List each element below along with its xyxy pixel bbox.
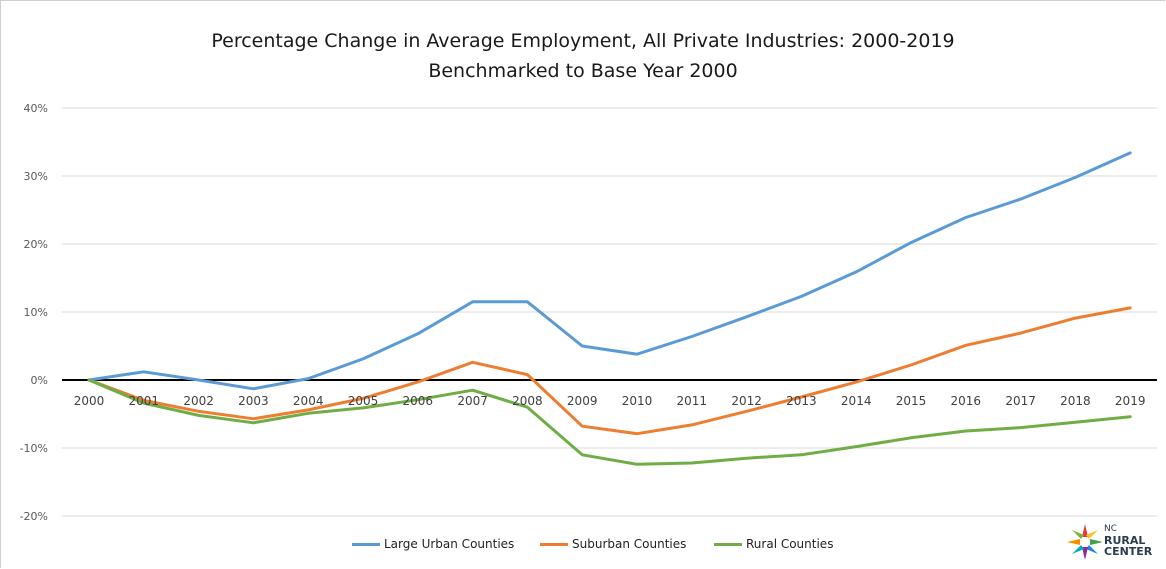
y-tick-label: 30% — [24, 170, 48, 183]
y-tick-label: 0% — [31, 374, 48, 387]
legend-swatch — [714, 542, 742, 546]
legend-label: Rural Counties — [746, 537, 834, 551]
x-tick-label: 2018 — [1060, 394, 1091, 408]
x-tick-label: 2003 — [238, 394, 269, 408]
starburst-icon — [1068, 524, 1102, 560]
x-tick-label: 2002 — [183, 394, 214, 408]
x-tick-label: 2017 — [1005, 394, 1036, 408]
series-line-0 — [87, 151, 1132, 391]
chart-legend: Large Urban Counties Suburban Counties Rur… — [0, 537, 1166, 557]
x-tick-label: 2015 — [896, 394, 927, 408]
legend-label: Suburban Counties — [572, 537, 687, 551]
chart-subtitle: Benchmarked to Base Year 2000 — [428, 60, 738, 82]
legend-swatch — [352, 542, 380, 546]
x-tick-label: 2001 — [129, 394, 160, 408]
x-tick-label: 2011 — [677, 394, 708, 408]
x-tick-label: 2005 — [348, 394, 379, 408]
logo-line-2: RURAL — [1104, 534, 1146, 547]
y-tick-label: -20% — [20, 510, 48, 523]
x-tick-label: 2013 — [786, 394, 817, 408]
x-tick-label: 2006 — [403, 394, 434, 408]
x-tick-label: 2000 — [74, 394, 105, 408]
legend-swatch — [540, 542, 568, 546]
legend-item: Large Urban Counties — [352, 537, 514, 551]
legend-item: Suburban Counties — [540, 537, 686, 551]
y-tick-label: 20% — [24, 238, 48, 251]
x-tick-label: 2010 — [622, 394, 653, 408]
x-tick-label: 2008 — [512, 394, 543, 408]
nc-rural-center-logo: NC RURAL CENTER — [1068, 522, 1160, 566]
x-tick-label: 2012 — [731, 394, 762, 408]
logo-line-1: NC — [1104, 524, 1118, 534]
x-tick-label: 2007 — [457, 394, 488, 408]
series-line-2 — [87, 378, 1132, 466]
legend-item: Rural Counties — [714, 537, 833, 551]
x-tick-label: 2019 — [1115, 394, 1146, 408]
x-tick-label: 2009 — [567, 394, 598, 408]
y-tick-label: 10% — [24, 306, 48, 319]
x-tick-label: 2014 — [841, 394, 872, 408]
y-tick-label: -10% — [20, 442, 48, 455]
x-tick-label: 2016 — [951, 394, 982, 408]
series-line-1 — [87, 306, 1132, 436]
y-tick-label: 40% — [24, 102, 48, 115]
x-tick-label: 2004 — [293, 394, 324, 408]
chart-title: Percentage Change in Average Employment,… — [211, 30, 955, 52]
legend-label: Large Urban Counties — [384, 537, 515, 551]
logo-line-3: CENTER — [1104, 545, 1153, 558]
